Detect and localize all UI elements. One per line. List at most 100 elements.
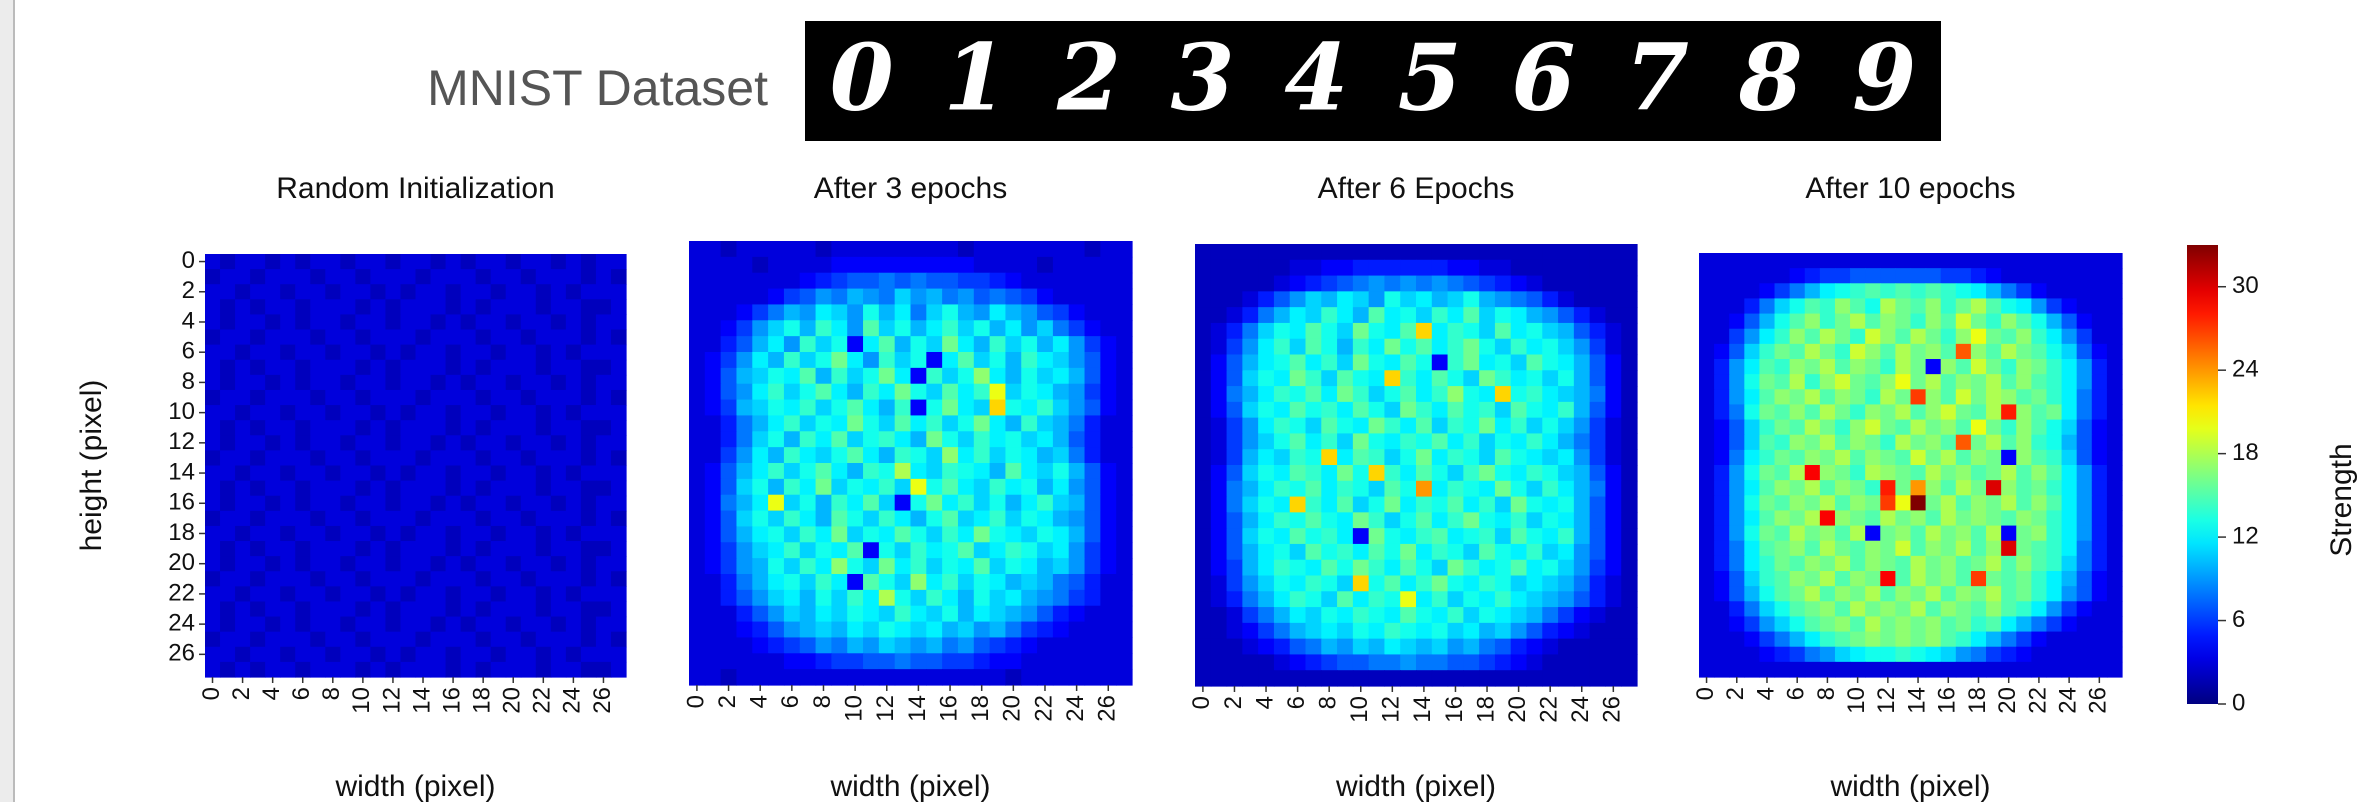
cell [1744,298,1760,314]
cell [1699,344,1715,360]
cell [1085,637,1101,653]
cell [1495,244,1511,260]
cell [752,304,768,320]
cell [1053,463,1069,479]
cell [1714,541,1730,557]
cell [340,586,356,602]
cell [990,542,1006,558]
cell [2031,510,2047,526]
cell [1835,298,1851,314]
cell [2046,571,2062,587]
cell [1258,528,1274,544]
cell [752,511,768,527]
cell [416,617,432,633]
cell [1005,558,1021,574]
cell [1242,512,1258,528]
cell [1865,541,1881,557]
cell [1416,291,1432,307]
cell [1495,497,1511,513]
cell [736,320,752,336]
cell [800,479,816,495]
cell [521,450,537,466]
cell [476,647,492,663]
cell [1759,450,1775,466]
cell [566,632,582,648]
cell [355,299,371,315]
cell [1835,480,1851,496]
cell [1448,465,1464,481]
cell [370,330,386,346]
cell [784,400,800,416]
x-tick-label: 4 [1251,696,1278,709]
cell [235,314,251,330]
cell [1100,368,1116,384]
cell [689,241,705,257]
cell [1895,632,1911,648]
cell [310,647,326,663]
cell [1527,307,1543,323]
cell [1605,418,1621,434]
cell [310,390,326,406]
cell [1558,276,1574,292]
cell [1621,449,1637,465]
cell [1416,339,1432,355]
cell [800,336,816,352]
cell [1463,339,1479,355]
cell [1337,591,1353,607]
cell [431,466,447,482]
digit: 9 [1852,24,1916,132]
cell [974,463,990,479]
cell [2046,253,2062,269]
cell [1400,512,1416,528]
cell [1306,244,1322,260]
cell [1835,495,1851,511]
x-tick-label: 4 [258,687,285,700]
cell [1956,314,1972,330]
cell [1911,632,1927,648]
cell [1021,463,1037,479]
cell [461,299,477,315]
cell [1495,433,1511,449]
cell [340,662,356,678]
cell [1400,623,1416,639]
cell [1880,314,1896,330]
cell [566,556,582,572]
cell [990,368,1006,384]
cell [280,314,296,330]
y-tick-label: 16 [168,489,195,516]
cell [2031,435,2047,451]
cell [990,241,1006,257]
cell [1463,433,1479,449]
cell [1258,433,1274,449]
cell [611,481,627,497]
cell [2001,389,2017,405]
cell [205,314,221,330]
cell [2031,404,2047,420]
cell [1479,370,1495,386]
cell [1258,465,1274,481]
cell [1775,314,1791,330]
cell [1986,298,2002,314]
cell [1941,526,1957,542]
cell [1511,639,1527,655]
cell [1542,560,1558,576]
colorbar-tick-label: 24 [2232,356,2259,383]
cell [1729,329,1745,345]
cell [2107,662,2123,678]
cell [1353,670,1369,686]
cell [974,447,990,463]
cell [1744,465,1760,481]
cell [911,352,927,368]
cell [1448,323,1464,339]
cell [1085,431,1101,447]
cell [1432,323,1448,339]
cell [1865,571,1881,587]
cell [736,558,752,574]
cell [1211,639,1227,655]
cell [280,481,296,497]
cell [385,405,401,421]
cell [990,400,1006,416]
cell [1005,590,1021,606]
cell [581,556,597,572]
cell [1880,450,1896,466]
